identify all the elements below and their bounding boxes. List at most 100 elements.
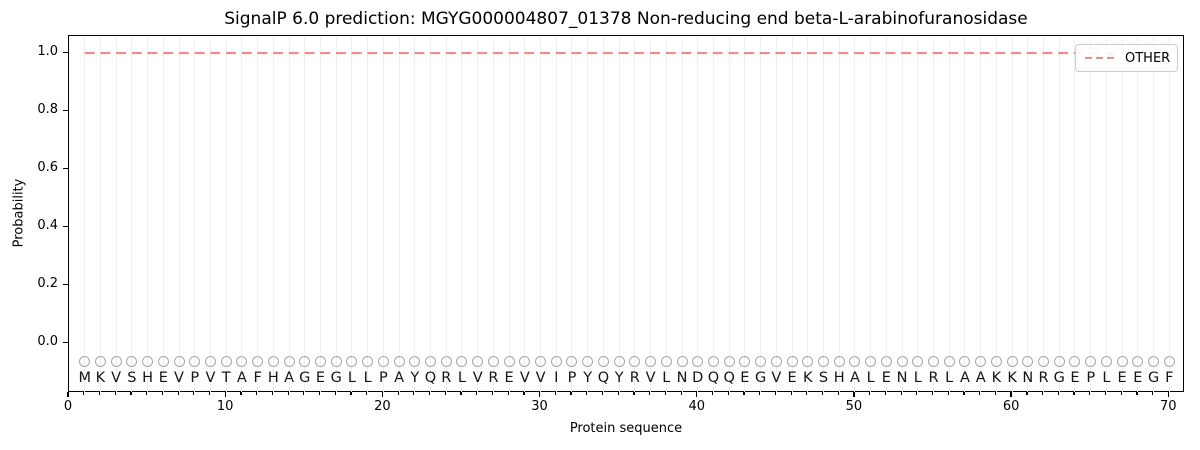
gridline <box>870 37 872 392</box>
x-minor-tick <box>979 392 981 395</box>
legend-dashed-line-sample <box>1085 57 1117 59</box>
residue-letter: G <box>1053 370 1065 387</box>
residue-letter: E <box>315 370 326 387</box>
residue-marker <box>833 356 845 368</box>
residue-marker <box>456 356 468 368</box>
residue-letter: E <box>1133 370 1143 387</box>
residue-letter: R <box>1038 370 1049 387</box>
x-tick-label: 0 <box>63 399 73 414</box>
residue-letter: A <box>394 370 405 387</box>
x-minor-tick <box>130 392 132 395</box>
residue-letter: R <box>488 370 499 387</box>
gridline <box>319 37 321 392</box>
y-tick <box>63 341 68 343</box>
residue-letter: R <box>928 370 939 387</box>
x-minor-tick <box>759 392 761 395</box>
gridline <box>885 37 887 392</box>
x-tick-label: 50 <box>845 399 863 414</box>
gridline <box>665 37 667 392</box>
x-tick-label: 20 <box>374 399 391 414</box>
gridline <box>1058 37 1060 392</box>
x-minor-tick <box>350 392 352 395</box>
residue-marker <box>299 356 311 368</box>
gridline <box>367 37 369 392</box>
x-minor-tick <box>287 392 289 395</box>
y-tick-label: 0.2 <box>37 276 58 292</box>
residue-letter: H <box>267 370 279 387</box>
gridline <box>1105 37 1107 392</box>
residue-letter: Q <box>597 370 610 387</box>
residue-letter: A <box>284 370 295 387</box>
residue-marker <box>535 356 547 368</box>
residue-marker <box>582 356 594 368</box>
residue-marker <box>126 356 138 368</box>
residue-marker <box>1038 356 1050 368</box>
residue-marker <box>629 356 641 368</box>
gridline <box>1153 37 1155 392</box>
gridline <box>1074 37 1076 392</box>
residue-letter: V <box>771 370 782 387</box>
x-minor-tick <box>680 392 682 395</box>
residue-marker <box>802 356 814 368</box>
residue-marker <box>959 356 971 368</box>
gridline <box>461 37 463 392</box>
legend-label-other: OTHER <box>1125 50 1171 66</box>
residue-marker <box>393 356 405 368</box>
x-minor-tick <box>711 392 714 395</box>
x-minor-tick <box>586 392 588 395</box>
gridline <box>587 37 589 392</box>
gridline <box>540 37 542 392</box>
residue-letter: F <box>1165 370 1174 387</box>
residue-letter: D <box>692 370 704 387</box>
x-minor-tick <box>303 392 305 395</box>
x-major-tick <box>853 392 855 397</box>
residue-marker <box>1132 356 1144 368</box>
residue-marker <box>739 356 751 368</box>
gridline <box>1011 37 1013 392</box>
x-minor-tick <box>790 392 792 395</box>
residue-letter: F <box>253 370 262 387</box>
residue-marker <box>1116 356 1128 368</box>
x-axis-label: Protein sequence <box>569 421 683 436</box>
residue-letter: A <box>849 370 860 387</box>
gridline <box>445 37 447 392</box>
residue-letter: G <box>754 370 767 387</box>
y-tick <box>63 283 68 285</box>
x-minor-tick <box>869 392 871 395</box>
residue-marker <box>487 356 499 368</box>
x-minor-tick <box>1057 392 1059 395</box>
residue-marker <box>346 356 358 368</box>
gridline <box>162 37 164 392</box>
residue-marker <box>472 356 484 368</box>
gridline <box>414 37 416 392</box>
gridline <box>948 37 950 392</box>
residue-letter: M <box>78 370 91 387</box>
gridline <box>288 37 290 392</box>
gridline <box>1043 37 1045 392</box>
y-tick-label: 0.4 <box>37 218 58 234</box>
residue-marker <box>943 356 955 368</box>
gridline <box>115 37 117 392</box>
gridline <box>1137 37 1139 392</box>
gridline <box>791 37 793 392</box>
residue-marker <box>880 356 892 368</box>
residue-letter: L <box>363 370 372 387</box>
gridline <box>980 37 982 392</box>
gridline <box>822 37 824 392</box>
x-minor-tick <box>523 392 525 395</box>
x-major-tick <box>381 392 383 397</box>
x-minor-tick <box>507 392 509 395</box>
gridline <box>430 37 432 392</box>
residue-marker <box>660 356 672 368</box>
residue-letter: K <box>1007 370 1017 387</box>
residue-letter: E <box>787 370 797 387</box>
residue-marker <box>786 356 798 368</box>
gridline <box>225 37 227 392</box>
gridline <box>398 37 400 392</box>
residue-marker <box>865 356 877 368</box>
residue-marker <box>204 356 216 368</box>
residue-letter: G <box>1147 370 1160 387</box>
residue-letter: G <box>299 370 311 387</box>
x-minor-tick <box>413 392 415 395</box>
residue-letter: P <box>190 370 200 387</box>
